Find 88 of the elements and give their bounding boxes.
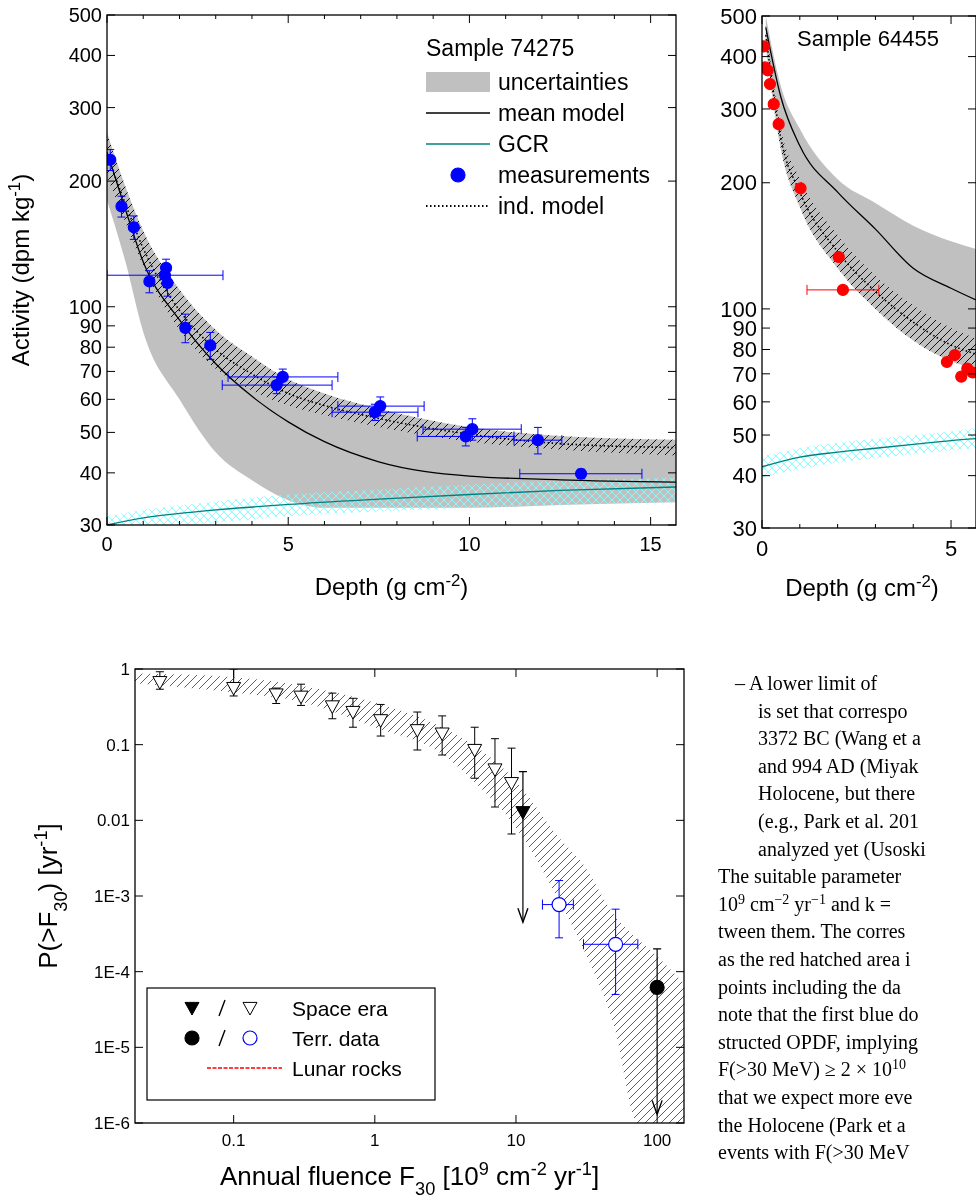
legend-title: Sample 74275 [426, 35, 575, 61]
point [127, 221, 140, 234]
y-tick-label: 40 [79, 461, 102, 484]
x-tick-label: 5 [944, 536, 958, 561]
y-tick-label: 400 [68, 44, 102, 67]
text: that we expect more eve [718, 1086, 913, 1109]
y-tick-label: 200 [68, 170, 102, 193]
x-axis-title: Depth (g cm$^{-2}$) [314, 570, 469, 600]
y-tick-label: 200 [720, 170, 757, 196]
point [466, 423, 479, 436]
text: points including the da [718, 975, 901, 999]
y-tick-label: 0.01 [96, 811, 130, 831]
y-tick-label: 80 [732, 337, 757, 363]
legend-label: ind. model [498, 193, 605, 219]
text: – A lower limit of [734, 672, 878, 694]
legend-label: mean model [498, 100, 625, 126]
y-tick-label: 70 [79, 360, 102, 383]
text: 3372 BC (Wang et a [758, 727, 921, 751]
x-tick-label: 5 [282, 533, 294, 555]
y-tick-label: 60 [732, 389, 757, 415]
point [115, 200, 128, 213]
point [204, 339, 217, 352]
y-tick-label: 50 [732, 422, 757, 448]
y-tick-label: 500 [68, 4, 102, 26]
y-tick-label: 70 [732, 361, 757, 387]
y-tick-label: 40 [732, 463, 757, 489]
y-tick-label: 80 [79, 336, 102, 359]
text: and 994 AD (Miyak [758, 754, 919, 778]
point [374, 400, 387, 413]
text: F(>30 MeV) ≥ 2 × 10$^{10}$ [718, 1056, 907, 1082]
y-tick-label: 1E-6 [94, 1113, 130, 1133]
text: Annual fluence F$_{30}$ [10$^{9}$ cm$^{-2}$ yr$^{-1}$] [219, 1159, 600, 1199]
y-tick-label: 300 [68, 96, 102, 119]
text: Holocene, but there [758, 782, 916, 805]
line-series [762, 438, 976, 468]
point [531, 434, 545, 447]
y-tick-label: 0.1 [106, 735, 130, 755]
y-tick-label: 30 [732, 515, 757, 541]
point [836, 283, 850, 296]
text: note that the first blue do [718, 1003, 919, 1026]
x-tick-label: 100 [642, 1131, 672, 1150]
text: analyzed yet (Usoski [758, 837, 927, 861]
legend-label: Terr. data [292, 1027, 380, 1050]
x-tick-label: 0 [101, 533, 113, 555]
y-tick-label: 100 [720, 296, 757, 322]
y-tick-label: 50 [79, 421, 102, 444]
y-tick-label: 1E-4 [94, 962, 130, 982]
legend-label: GCR [498, 131, 550, 157]
point [772, 118, 785, 131]
x-tick-label: 10 [458, 533, 481, 555]
y-tick-label: 500 [720, 3, 757, 29]
point [832, 250, 845, 264]
y-tick-label: 300 [720, 96, 757, 122]
y-tick-label: 1E-5 [94, 1038, 130, 1058]
legend-label: uncertainties [498, 69, 629, 95]
text: (e.g., Park et al. 201 [758, 810, 920, 833]
point [767, 98, 780, 111]
x-tick-label: 15 [639, 533, 662, 555]
text: 10$^{9}$ cm$^{−2}$ yr$^{−1}$ and k = [718, 891, 892, 916]
text: structed OPDF, implying [718, 1030, 919, 1054]
point [948, 348, 961, 362]
text: the Holocene (Park et a [718, 1113, 906, 1137]
x-tick-label: 1 [370, 1131, 380, 1150]
legend-label: Space era [292, 997, 389, 1020]
y-tick-label: 1E-3 [94, 886, 130, 906]
point [763, 77, 777, 91]
x-tick-label: 0 [755, 536, 769, 561]
legend-label: measurements [498, 162, 651, 188]
text: is set that correspo [758, 699, 908, 723]
text: events with F(>30 MeV [718, 1141, 911, 1165]
y-tick-label: 30 [79, 514, 102, 536]
x-tick-label: 10 [506, 1131, 526, 1150]
text: as the red hatched area i [718, 948, 912, 970]
x-axis-title: Depth (g cm$^{-2}$) [785, 571, 939, 601]
point [161, 276, 174, 290]
text: The suitable parameter [718, 865, 902, 889]
point [143, 275, 156, 288]
y-tick-label: 60 [79, 388, 102, 411]
y-tick-label: 1 [120, 659, 130, 679]
y-tick-label: 400 [720, 44, 757, 70]
point [794, 182, 807, 195]
legend-label: Lunar rocks [292, 1057, 402, 1080]
text: tween them. The corres [718, 920, 906, 943]
text: Sample 64455 [797, 26, 939, 51]
point [940, 355, 953, 369]
x-tick-label: 0.1 [221, 1131, 246, 1150]
point [179, 321, 192, 334]
point [955, 370, 968, 383]
